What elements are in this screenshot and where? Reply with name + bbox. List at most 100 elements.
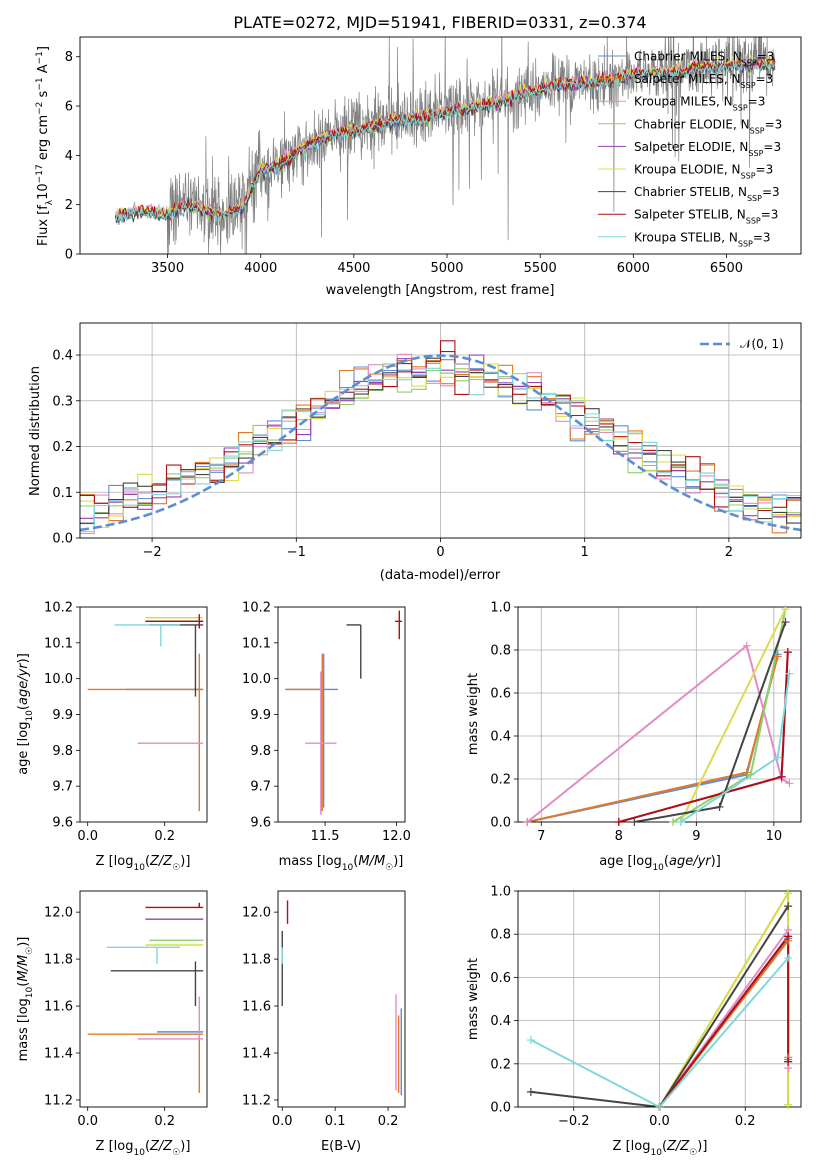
x-tick-label: 9 [692, 829, 700, 844]
y-axis-label: mass [log10(M/M☉)] [16, 937, 35, 1062]
y-tick-label: 2 [65, 198, 73, 213]
y-tick-label: 0.4 [490, 730, 511, 745]
x-tick-label: 0.2 [735, 1114, 756, 1129]
y-tick-label: 0 [65, 248, 73, 263]
y-tick-label: 9.6 [250, 816, 271, 831]
y-tick-label: 11.8 [44, 953, 73, 968]
x-tick-label: 11.5 [311, 829, 340, 844]
x-tick-label: −0.2 [558, 1114, 590, 1129]
x-axis-label: Z [log10(Z/Z☉)] [613, 1139, 708, 1158]
y-axis-label: mass weight [466, 673, 481, 755]
weight-point [784, 1100, 793, 1109]
errorbar-marker [114, 624, 181, 647]
x-tick-label: 0 [436, 545, 444, 560]
y-tick-label: 0.4 [490, 1014, 511, 1029]
weight-line [530, 905, 789, 1107]
y-tick-label: 9.7 [52, 780, 73, 795]
y-tick-label: 11.4 [44, 1047, 73, 1062]
x-axis-label: age [log10(age/yr)] [599, 854, 721, 873]
errorbar-marker [106, 946, 181, 964]
y-tick-label: 0.1 [52, 486, 73, 501]
x-tick-label: 2 [725, 545, 733, 560]
weight-line [530, 957, 789, 1107]
mass-age-panel: 11.5 12.0 9.6 9.7 9.8 9.9 10.0 10.1 10.2 mass [lo… [242, 601, 411, 874]
plot-area [114, 37, 776, 254]
x-tick-label: 0.0 [77, 1114, 98, 1129]
y-tick-label: 9.8 [250, 744, 271, 759]
y-tick-label: 9.6 [52, 816, 73, 831]
legend-entry: Kroupa ELODIE, NSSP=3 [634, 163, 773, 181]
weight-point [784, 1057, 793, 1066]
y-tick-label: 0.2 [52, 440, 73, 455]
weight-point [781, 605, 790, 614]
y-tick-label: 0.3 [52, 394, 73, 409]
errorbar-marker [145, 902, 204, 909]
y-tick-label: 11.2 [44, 1093, 73, 1108]
y-tick-label: 4 [65, 149, 73, 164]
spectrum-panel: 3500 4000 4500 5000 5500 6000 6500 0 2 4 6 8 wavelen… [35, 36, 802, 298]
y-tick-label: 0.2 [490, 1057, 511, 1072]
plot-area [281, 900, 402, 1096]
weight-point [715, 802, 724, 811]
legend-entry: Chabrier MILES, NSSP=3 [634, 50, 774, 68]
weight-line [679, 608, 787, 822]
legend-entry: Chabrier ELODIE, NSSP=3 [634, 117, 782, 135]
x-tick-label: 3500 [151, 261, 184, 276]
y-tick-label: 0.8 [490, 928, 511, 943]
plot-area [526, 608, 791, 822]
weight-point [523, 818, 532, 826]
y-tick-label: 9.8 [52, 744, 73, 759]
residual-histogram [80, 340, 801, 512]
y-axis-label: mass weight [466, 958, 481, 1040]
y-tick-label: 8 [65, 50, 73, 65]
y-tick-label: 11.6 [242, 1000, 271, 1015]
x-tick-label: 0.0 [272, 1114, 293, 1129]
axes-frame [277, 890, 406, 1108]
weight-point [781, 618, 790, 627]
legend-entry: 𝒩(0, 1) [740, 337, 784, 351]
y-tick-label: 10.2 [44, 601, 73, 616]
z-age-panel: 0.0 0.2 9.6 9.7 9.8 9.9 10.0 10.1 10.2 Z [log10(Z… [16, 601, 208, 873]
residual-histogram [80, 363, 801, 533]
x-tick-label: 7 [537, 829, 545, 844]
errorbar-marker [286, 653, 323, 812]
y-tick-label: 0.6 [490, 687, 511, 702]
weight-point [526, 1087, 535, 1096]
y-tick-label: 12.0 [44, 906, 73, 921]
errorbar-marker [145, 614, 204, 629]
axes-frame [79, 890, 208, 1108]
model-spectrum-line [114, 59, 776, 224]
axes-frame [517, 606, 802, 823]
weight-line [658, 891, 790, 1107]
axes-frame [277, 606, 406, 823]
x-tick-label: 10 [766, 829, 783, 844]
y-tick-label: 9.9 [250, 708, 271, 723]
errorbar-marker [149, 624, 204, 697]
x-tick-label: 12.0 [382, 829, 411, 844]
x-tick-label: −2 [143, 545, 162, 560]
errorbar-marker [395, 610, 403, 640]
legend: Chabrier MILES, NSSP=3 Salpeter MILES, NS… [598, 50, 782, 248]
y-tick-label: 0.2 [490, 773, 511, 788]
weight-line [527, 654, 779, 822]
y-axis-label: Flux [fλ10−17 erg cm−2 s−1 A−1] [35, 46, 55, 246]
y-tick-label: 10.0 [44, 672, 73, 687]
x-tick-label: 6000 [617, 261, 650, 276]
figure-title: PLATE=0272, MJD=51941, FIBERID=0331, z=0… [233, 13, 646, 32]
y-tick-label: 0.0 [490, 1101, 511, 1116]
y-tick-label: 1.0 [490, 601, 511, 616]
legend-entry: Salpeter ELODIE, NSSP=3 [634, 140, 781, 158]
weight-point [655, 1103, 664, 1111]
errorbar-marker [87, 653, 204, 812]
weight-line [526, 643, 790, 822]
x-tick-label: 0.2 [154, 829, 175, 844]
y-tick-label: 10.1 [242, 636, 271, 651]
weight-point [785, 669, 794, 678]
x-tick-label: 5500 [524, 261, 557, 276]
y-tick-label: 6 [65, 100, 73, 115]
errorbar-marker [346, 624, 362, 679]
weight-point [783, 648, 792, 657]
ebv-mass-panel: 0.0 0.1 0.2 11.2 11.4 11.6 11.8 12.0 E(B-V) [242, 890, 406, 1154]
x-tick-label: 4500 [337, 261, 370, 276]
